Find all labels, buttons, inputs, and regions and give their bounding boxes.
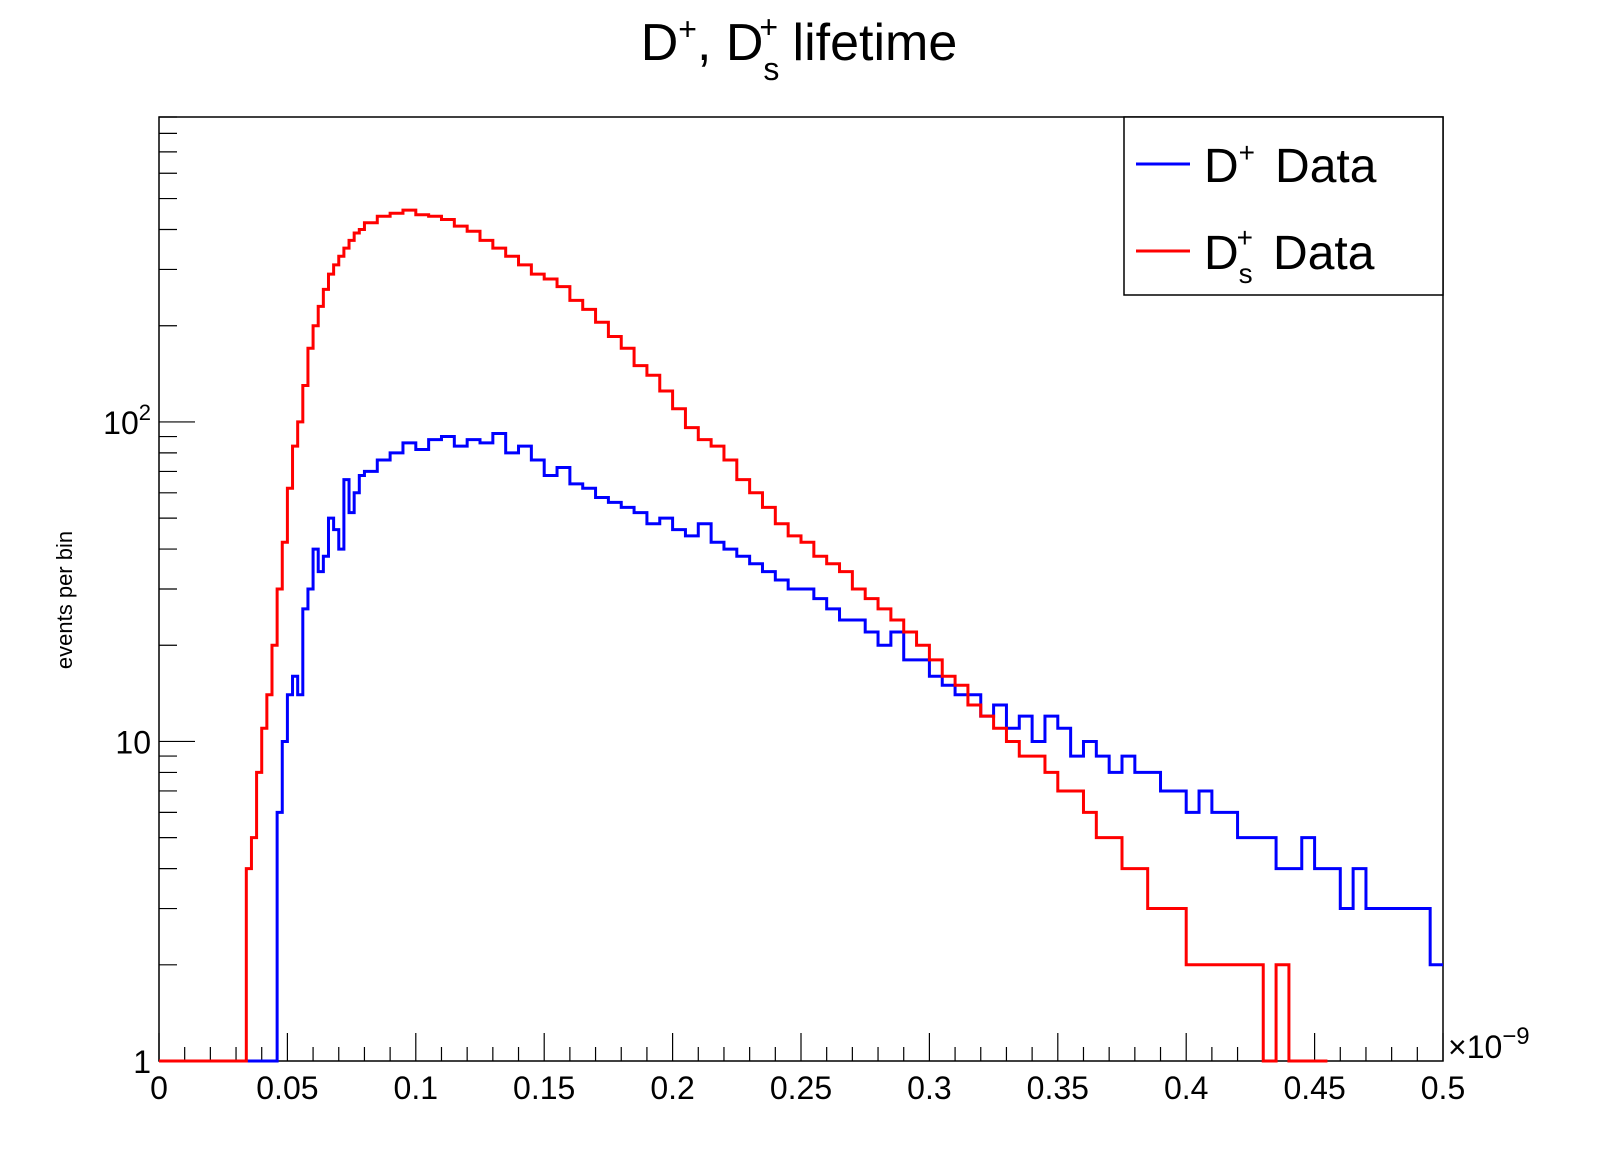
x-tick-label: 0.2 (650, 1070, 694, 1106)
x-tick-label: 0 (150, 1070, 168, 1106)
x-tick-label: 0.5 (1421, 1070, 1465, 1106)
x-tick-label: 0.3 (907, 1070, 951, 1106)
x-tick-label: 0.45 (1283, 1070, 1345, 1106)
y-tick-label: 1 (133, 1044, 151, 1080)
x-exponent-label: ×10−9 (1448, 1023, 1530, 1065)
legend-label-ds: Ds+ Data (1204, 222, 1375, 289)
y-axis: 1 10 102 (103, 116, 195, 1080)
chart-title: D+, Ds+ lifetime (641, 9, 958, 87)
x-tick-label: 0.05 (256, 1070, 318, 1106)
legend: D+ Data Ds+ Data (1123, 116, 1444, 296)
x-tick-label: 0.1 (394, 1070, 438, 1106)
y-tick-label: 102 (103, 400, 151, 441)
x-axis: 0 0.05 0.1 0.15 0.2 0.25 0.3 0.35 0.4 0.45 0.5 (150, 1033, 1465, 1106)
x-tick-label: 0.4 (1164, 1070, 1208, 1106)
legend-label-dplus: D+ Data (1204, 137, 1377, 193)
series-layer (159, 208, 1443, 1063)
y-tick-label: 10 (115, 724, 151, 760)
series-dplus-line (159, 431, 1443, 1063)
x-tick-label: 0.15 (513, 1070, 575, 1106)
x-tick-label: 0.25 (770, 1070, 832, 1106)
legend-box (1123, 116, 1444, 296)
y-axis-label: events per bin (52, 531, 77, 669)
series-ds-line (159, 208, 1328, 1063)
x-tick-label: 0.35 (1027, 1070, 1089, 1106)
